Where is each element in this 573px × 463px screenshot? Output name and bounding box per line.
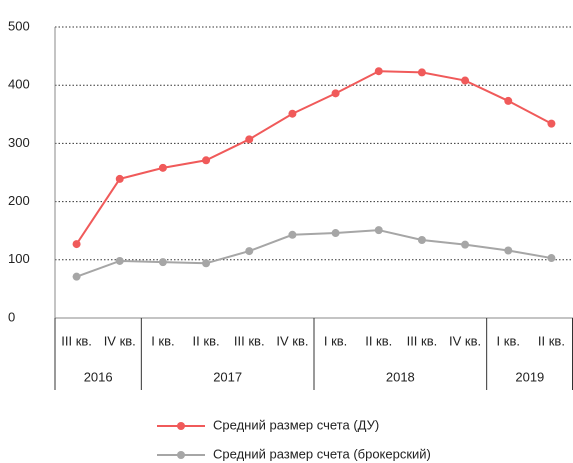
data-point	[331, 89, 340, 98]
x-tick-label: II кв.	[193, 333, 220, 348]
data-point	[288, 109, 297, 118]
legend-marker	[177, 422, 185, 430]
legend-label: Средний размер счета (ДУ)	[213, 417, 379, 432]
data-point	[245, 247, 254, 256]
data-point	[331, 229, 340, 238]
x-tick-label: I кв.	[151, 333, 174, 348]
group-label: 2018	[386, 369, 415, 384]
group-label: 2016	[84, 369, 113, 384]
x-tick-label: II кв.	[365, 333, 392, 348]
data-point	[504, 96, 513, 105]
x-tick-label: IV кв.	[449, 333, 481, 348]
data-point	[115, 174, 124, 183]
data-point	[72, 272, 81, 281]
data-point	[374, 226, 383, 235]
x-tick-label: I кв.	[497, 333, 520, 348]
series-line	[76, 229, 552, 278]
group-label: 2019	[515, 369, 544, 384]
data-point	[461, 240, 470, 249]
data-point	[72, 240, 81, 249]
y-tick-label: 0	[8, 309, 15, 324]
data-point	[202, 259, 211, 268]
y-tick-label: 500	[8, 18, 30, 33]
data-point	[461, 76, 470, 85]
data-point	[374, 67, 383, 76]
data-point	[417, 68, 426, 77]
y-tick-label: 200	[8, 193, 30, 208]
data-point	[115, 256, 124, 265]
x-tick-label: I кв.	[324, 333, 347, 348]
y-tick-label: 400	[8, 77, 30, 92]
data-point	[245, 135, 254, 144]
data-point	[288, 230, 297, 239]
data-point	[547, 119, 556, 128]
data-point	[547, 254, 556, 263]
legend-marker	[177, 451, 185, 459]
x-tick-label: III кв.	[407, 333, 438, 348]
x-tick-label: II кв.	[538, 333, 565, 348]
data-point	[417, 236, 426, 245]
data-point	[202, 156, 211, 165]
x-tick-label: III кв.	[61, 333, 92, 348]
group-label: 2017	[213, 369, 242, 384]
legend-label: Средний размер счета (брокерский)	[213, 446, 431, 461]
x-tick-label: IV кв.	[276, 333, 308, 348]
series-line	[75, 70, 552, 245]
y-tick-label: 100	[8, 251, 30, 266]
data-point	[158, 163, 167, 172]
x-tick-label: IV кв.	[104, 333, 136, 348]
data-point	[158, 258, 167, 267]
x-tick-label: III кв.	[234, 333, 265, 348]
y-tick-label: 300	[8, 135, 30, 150]
data-point	[504, 246, 513, 255]
